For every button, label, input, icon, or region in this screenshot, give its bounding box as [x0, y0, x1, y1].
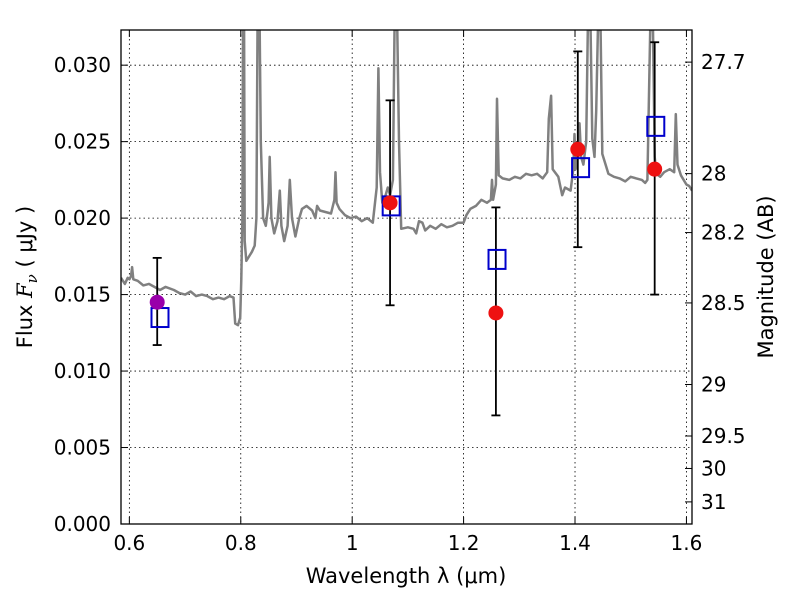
observed-point-marker [382, 195, 398, 211]
spectrum-layer [121, 30, 692, 327]
x-tick-label: 1.2 [448, 531, 480, 555]
y2-tick-label: 28.2 [701, 221, 746, 245]
y2-axis-title: Magnitude (AB) [754, 195, 778, 358]
model-square-marker [646, 115, 666, 137]
x-tick-label: 1.6 [671, 531, 703, 555]
y2-tick-label: 31 [701, 490, 726, 514]
y-axis-title-prefix: Flux [13, 298, 37, 348]
y-tick-label: 0.005 [54, 436, 111, 460]
y-axis-title: Flux Fν ( μJy ) [13, 206, 41, 348]
y2-tick-label: 28.5 [701, 291, 746, 315]
y-tick-label: 0.000 [54, 512, 111, 536]
y-tick-label: 0.015 [54, 283, 111, 307]
observed-point-marker [149, 294, 165, 310]
x-tick-label: 0.8 [225, 531, 257, 555]
model-photometry [150, 115, 666, 329]
spectrum-line [121, 30, 692, 327]
observed-photometry [149, 141, 663, 321]
observed-point-marker [488, 305, 504, 321]
observed-point-marker [570, 141, 586, 157]
y2-tick-label: 28 [701, 162, 726, 186]
y-tick-label: 0.010 [54, 359, 111, 383]
y2-tick-label: 29.5 [701, 424, 746, 448]
y2-tick-label: 30 [701, 456, 726, 480]
x-tick-label: 0.6 [113, 531, 145, 555]
x-axis-title: Wavelength λ (μm) [306, 564, 507, 588]
axis-ticks: 0.6 0.8 1 1.2 1.4 1.6 0.000 0.005 0.010 0.015 0.02… [54, 30, 746, 555]
observed-point-marker [647, 161, 663, 177]
y-tick-label: 0.025 [54, 130, 111, 154]
y2-tick-label: 27.7 [701, 50, 746, 74]
y-axis-title-symbol: F [13, 282, 37, 299]
y-tick-label: 0.030 [54, 53, 111, 77]
x-tick-label: 1.4 [559, 531, 591, 555]
y-tick-label: 0.020 [54, 206, 111, 230]
x-tick-label: 1 [346, 531, 359, 555]
y-axis-title-unit: ( μJy ) [13, 206, 37, 274]
y2-tick-label: 29 [701, 373, 726, 397]
model-square-marker [571, 157, 591, 179]
y-axis-title-subscript: ν [23, 274, 41, 283]
model-square-marker [487, 248, 507, 270]
plot-frame [120, 29, 693, 525]
